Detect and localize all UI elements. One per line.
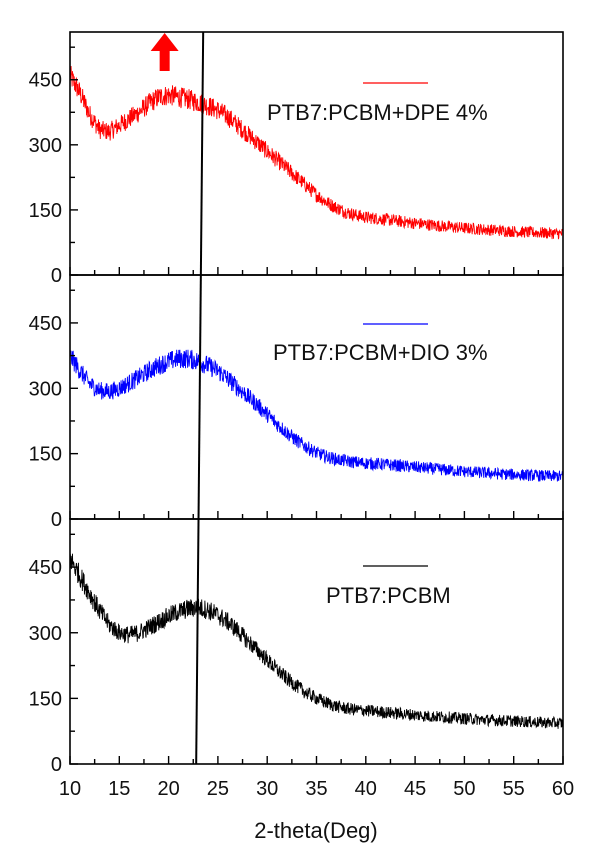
series-line-panel-2 [69,349,564,482]
legend-label-2: PTB7:PCBM+DIO 3% [273,340,488,365]
x-tick-label: 45 [404,778,426,800]
x-tick-label: 50 [453,778,475,800]
panel-frame [69,31,564,276]
y-tick-label: 450 [29,313,62,335]
x-tick-label: 15 [108,778,130,800]
red-arrow-marker [150,33,179,71]
x-tick-label: 40 [355,778,377,800]
reference-line [195,31,205,765]
x-tick-label: 30 [256,778,278,800]
y-tick-label: 150 [29,200,62,222]
x-tick-label: 55 [503,778,525,800]
y-tick-label: 0 [51,265,62,287]
legend-label-3: PTB7:PCBM [326,583,451,608]
x-tick-label: 25 [207,778,229,800]
y-tick-label: 300 [29,135,62,157]
panels-layer: 0 150 300 450 PTB7:PCBM+DPE 4% 0 150 300 450 PTB7… [29,31,564,776]
overlay-layer [150,31,205,765]
x-tick-label: 35 [305,778,327,800]
x-tick-label: 60 [552,778,574,800]
y-tick-label: 300 [29,623,62,645]
panel-1: 0 150 300 450 PTB7:PCBM+DPE 4% [29,31,564,287]
x-tick-label: 10 [59,778,81,800]
y-tick-label: 450 [29,557,62,579]
panel-2: 0 150 300 450 PTB7:PCBM+DIO 3% [29,274,564,531]
panel-frame [69,274,564,520]
series-line-panel-1 [69,66,564,240]
panel-frame [69,518,564,765]
x-tick-label: 20 [157,778,179,800]
y-tick-label: 0 [51,754,62,776]
y-tick-label: 450 [29,70,62,92]
x-axis: 10 15 20 25 30 35 40 45 50 55 60 [59,778,574,800]
y-tick-label: 0 [51,509,62,531]
panel-3: 0 150 300 450 PTB7:PCBM [29,518,564,776]
y-tick-label: 150 [29,688,62,710]
legend-label-1: PTB7:PCBM+DPE 4% [267,100,488,125]
series-line-panel-3 [69,553,564,729]
x-axis-label: 2-theta(Deg) [254,818,378,843]
y-tick-label: 150 [29,444,62,466]
y-tick-label: 300 [29,378,62,400]
